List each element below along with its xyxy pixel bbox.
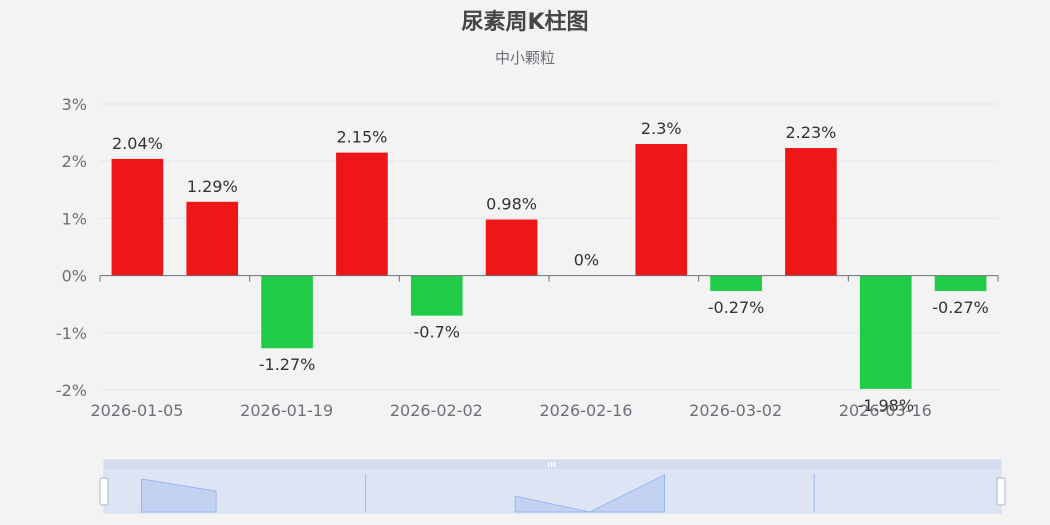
bar[interactable] bbox=[186, 201, 239, 276]
y-tick-label: 0% bbox=[62, 267, 87, 286]
bar-value-label: 2.04% bbox=[112, 134, 163, 153]
grid-lines bbox=[100, 103, 998, 391]
bar-value-label: 0.98% bbox=[486, 195, 537, 214]
chart-subtitle: 中小颗粒 bbox=[495, 49, 555, 67]
data-zoom-slider[interactable] bbox=[99, 459, 1006, 514]
bar[interactable] bbox=[261, 275, 313, 349]
bar[interactable] bbox=[111, 158, 164, 276]
x-tick-label: 2026-02-16 bbox=[540, 401, 633, 420]
bar-value-label: -0.7% bbox=[414, 323, 460, 342]
bar[interactable] bbox=[934, 275, 987, 292]
x-axis-ticks: 2026-01-05 2026-01-19 2026-02-02 2026-02-16… bbox=[91, 401, 932, 420]
data-labels: 2.04% 1.29% -1.27% 2.15% -0.7% 0.98% 0% 2.3% -0.… bbox=[112, 119, 989, 415]
bars bbox=[111, 144, 987, 389]
x-tick-label: 2026-01-05 bbox=[91, 401, 184, 420]
y-axis-ticks: 3% 2% 1% 0% -1% -2% bbox=[56, 95, 87, 400]
y-tick-label: 2% bbox=[62, 152, 87, 171]
x-tick-label: 2026-03-02 bbox=[689, 401, 782, 420]
zoom-grip-icon[interactable] bbox=[554, 462, 556, 467]
bar-value-label: 2.23% bbox=[786, 123, 837, 142]
bar[interactable] bbox=[710, 275, 762, 292]
bar-value-label: -0.27% bbox=[708, 298, 765, 317]
bar-value-label: 0% bbox=[574, 251, 599, 270]
y-tick-label: 3% bbox=[62, 95, 87, 114]
x-tick-label: 2026-03-16 bbox=[839, 401, 932, 420]
bar-value-label: 1.29% bbox=[187, 177, 238, 196]
zoom-preview-area bbox=[514, 474, 666, 513]
bar[interactable] bbox=[635, 144, 688, 276]
y-tick-label: -2% bbox=[56, 381, 87, 400]
bar-value-label: -1.98% bbox=[857, 396, 914, 415]
bar[interactable] bbox=[485, 219, 538, 276]
zoom-end-handle[interactable] bbox=[996, 477, 1006, 506]
x-tick-label: 2026-01-19 bbox=[240, 401, 333, 420]
bar[interactable] bbox=[410, 275, 463, 316]
bar-value-label: -1.27% bbox=[259, 355, 316, 374]
chart-title: 尿素周K柱图 bbox=[461, 9, 588, 35]
zoom-preview-area bbox=[140, 478, 217, 513]
zoom-grip-icon[interactable] bbox=[548, 462, 550, 467]
zoom-grip-icon[interactable] bbox=[551, 462, 553, 467]
bar-value-label: 2.15% bbox=[337, 128, 388, 147]
y-tick-label: -1% bbox=[56, 324, 87, 343]
zoom-start-handle[interactable] bbox=[99, 477, 109, 506]
y-tick-label: 1% bbox=[62, 209, 87, 228]
x-axis bbox=[99, 275, 999, 282]
bar-value-label: 2.3% bbox=[641, 119, 682, 138]
bar-value-label: -0.27% bbox=[932, 298, 989, 317]
bar[interactable] bbox=[336, 152, 388, 276]
x-tick-label: 2026-02-02 bbox=[390, 401, 483, 420]
bar[interactable] bbox=[785, 148, 837, 276]
bar[interactable] bbox=[859, 275, 912, 389]
